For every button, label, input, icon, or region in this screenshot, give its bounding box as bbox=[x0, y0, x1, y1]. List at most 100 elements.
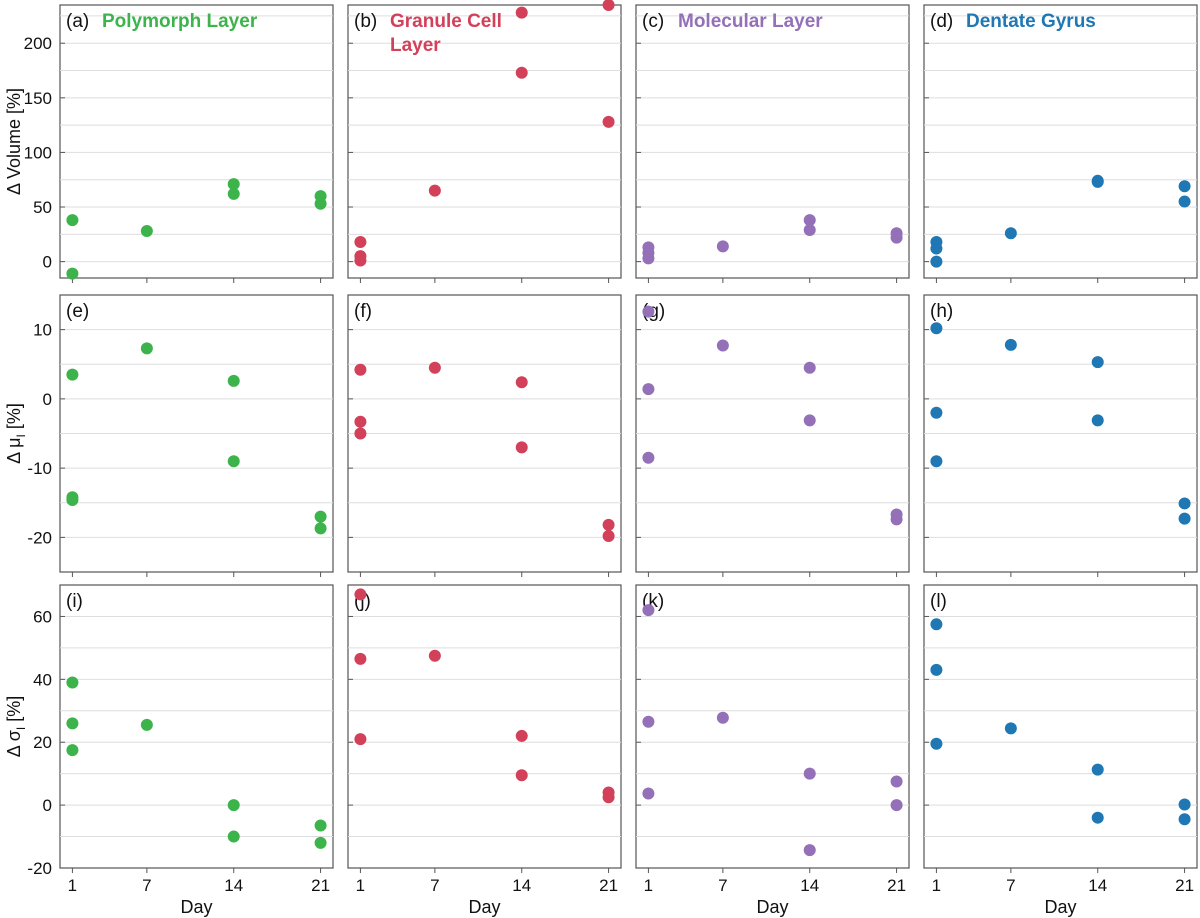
data-point bbox=[515, 441, 528, 454]
data-point bbox=[803, 214, 816, 227]
y-tick-label: 0 bbox=[43, 796, 52, 815]
data-point bbox=[66, 744, 79, 757]
data-point bbox=[227, 374, 240, 387]
panel-c: (c) Molecular Layer bbox=[635, 4, 910, 283]
panel-frame bbox=[347, 584, 622, 869]
data-point bbox=[1091, 763, 1104, 776]
data-point bbox=[803, 361, 816, 374]
data-point bbox=[354, 235, 367, 248]
data-point bbox=[930, 406, 943, 419]
data-point bbox=[642, 252, 655, 265]
panel-frame bbox=[923, 4, 1198, 279]
data-point bbox=[716, 240, 729, 253]
panel-title: Polymorph Layer bbox=[102, 11, 258, 32]
data-point bbox=[930, 737, 943, 750]
data-point bbox=[515, 66, 528, 79]
data-point bbox=[930, 322, 943, 335]
panel-frame bbox=[635, 4, 910, 279]
data-point bbox=[227, 455, 240, 468]
data-point bbox=[642, 715, 655, 728]
data-point bbox=[1178, 497, 1191, 510]
data-point bbox=[515, 769, 528, 782]
data-point bbox=[314, 510, 327, 523]
data-point bbox=[354, 415, 367, 428]
x-axis-label: Day bbox=[756, 897, 788, 917]
data-point bbox=[227, 799, 240, 812]
data-point bbox=[66, 368, 79, 381]
data-point bbox=[1091, 175, 1104, 188]
x-tick-label: 1 bbox=[932, 876, 941, 895]
y-axis-label-unit: [%] bbox=[4, 696, 24, 727]
data-point bbox=[930, 455, 943, 468]
x-tick-label: 7 bbox=[142, 876, 151, 895]
data-point bbox=[515, 6, 528, 19]
y-axis-label-main: Δ μ bbox=[4, 437, 24, 463]
data-point bbox=[227, 187, 240, 200]
y-axis-label: Δ σI [%] bbox=[4, 696, 28, 758]
data-point bbox=[930, 663, 943, 676]
x-tick-label: 7 bbox=[718, 876, 727, 895]
data-point bbox=[428, 184, 441, 197]
panel-letter: (l) bbox=[930, 591, 947, 612]
data-point bbox=[1178, 798, 1191, 811]
data-point bbox=[803, 223, 816, 236]
data-point bbox=[602, 115, 615, 128]
data-point bbox=[642, 787, 655, 800]
panel-frame bbox=[59, 584, 334, 869]
x-tick-label: 14 bbox=[1088, 876, 1107, 895]
data-point bbox=[140, 342, 153, 355]
y-tick-label: 100 bbox=[24, 143, 52, 162]
panel-letter: (b) bbox=[354, 11, 377, 32]
x-tick-label: 14 bbox=[224, 876, 243, 895]
data-point bbox=[354, 588, 367, 601]
y-tick-label: 40 bbox=[33, 670, 52, 689]
data-point bbox=[515, 376, 528, 389]
y-axis-label-main: Δ Volume [%] bbox=[4, 88, 24, 195]
y-tick-label: 0 bbox=[43, 390, 52, 409]
data-point bbox=[1091, 414, 1104, 427]
y-tick-label: 0 bbox=[43, 253, 52, 272]
data-point bbox=[602, 791, 615, 804]
data-point bbox=[930, 618, 943, 631]
data-point bbox=[716, 711, 729, 724]
data-point bbox=[66, 267, 79, 280]
data-point bbox=[1178, 195, 1191, 208]
panel-d: (d) Dentate Gyrus bbox=[923, 4, 1198, 283]
data-point bbox=[354, 652, 367, 665]
x-axis-label: Day bbox=[180, 897, 212, 917]
data-point bbox=[890, 799, 903, 812]
y-axis-label: Δ μI [%] bbox=[4, 403, 28, 464]
x-tick-label: 21 bbox=[599, 876, 618, 895]
panel-letter: (f) bbox=[354, 301, 372, 322]
data-point bbox=[66, 676, 79, 689]
data-point bbox=[354, 427, 367, 440]
data-point bbox=[890, 513, 903, 526]
data-point bbox=[803, 414, 816, 427]
y-tick-label: -20 bbox=[27, 859, 52, 878]
data-point bbox=[1178, 813, 1191, 826]
y-tick-label: 10 bbox=[33, 321, 52, 340]
data-point bbox=[890, 775, 903, 788]
data-point bbox=[66, 493, 79, 506]
x-tick-label: 7 bbox=[430, 876, 439, 895]
data-point bbox=[354, 254, 367, 267]
data-point bbox=[602, 518, 615, 531]
panel-frame bbox=[923, 584, 1198, 869]
panel-title-line: Layer bbox=[390, 35, 441, 56]
x-tick-label: 21 bbox=[311, 876, 330, 895]
data-point bbox=[642, 451, 655, 464]
x-tick-label: 1 bbox=[68, 876, 77, 895]
y-axis-label-subscript: I bbox=[14, 727, 28, 730]
panel-a: 0 50 100 150 200 Δ Volume [%] (a) Polymorph Lay… bbox=[4, 4, 334, 283]
data-point bbox=[1004, 722, 1017, 735]
y-axis-label: Δ Volume [%] bbox=[4, 88, 24, 195]
panel-f: (f) bbox=[347, 294, 622, 577]
data-point bbox=[515, 729, 528, 742]
y-tick-label: -20 bbox=[27, 528, 52, 547]
panel-letter: (e) bbox=[66, 301, 89, 322]
panel-letter: (d) bbox=[930, 11, 953, 32]
panel-frame bbox=[59, 4, 334, 279]
x-tick-label: 1 bbox=[644, 876, 653, 895]
